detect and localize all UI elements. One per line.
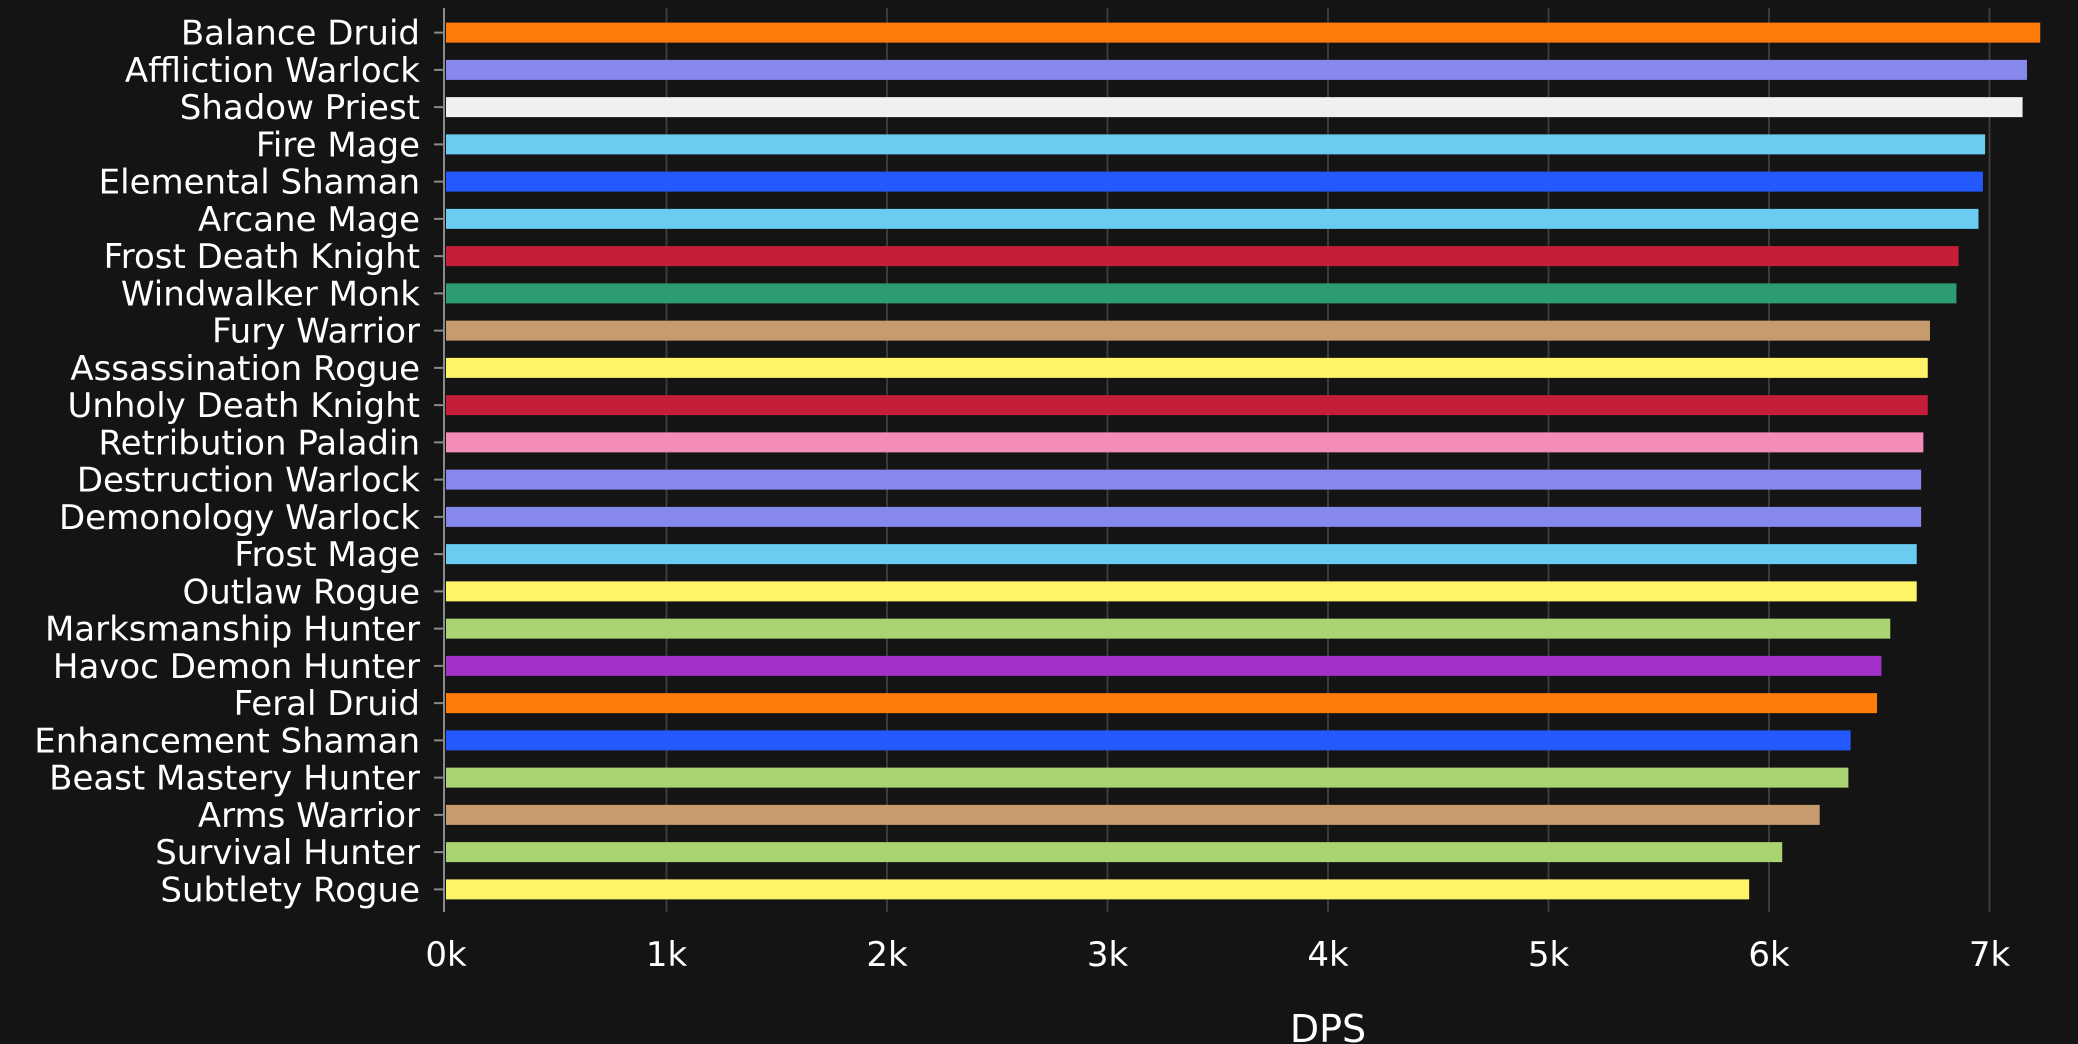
category-label-15: Outlaw Rogue [183,572,421,612]
category-label-6: Frost Death Knight [104,237,420,277]
bar-destruction-warlock [446,469,1922,490]
category-label-9: Assassination Rogue [70,349,420,389]
x-tick-label-0: 0k [425,935,467,975]
bar-assassination-rogue [446,357,1928,378]
bar-marksmanship-hunter [446,618,1891,639]
category-label-20: Beast Mastery Hunter [49,759,420,799]
bar-beast-mastery-hunter [446,767,1849,788]
bar-frost-death-knight [446,246,1959,267]
category-label-8: Fury Warrior [212,312,420,352]
x-tick-labels: 0k 1k 2k 3k 4k 5k 6k 7k [425,935,2010,975]
bar-windwalker-monk [446,283,1957,304]
x-tick-label-2: 2k [866,935,908,975]
category-label-10: Unholy Death Knight [67,386,420,426]
bar-arcane-mage [446,208,1979,229]
category-label-2: Shadow Priest [180,88,420,128]
bar-arms-warrior [446,804,1820,825]
bar-survival-hunter [446,842,1783,863]
bar-feral-druid [446,693,1878,714]
category-label-1: Affliction Warlock [125,51,420,91]
bar-demonology-warlock [446,506,1922,527]
category-label-16: Marksmanship Hunter [45,610,420,650]
category-label-21: Arms Warrior [198,796,420,836]
bar-elemental-shaman [446,171,1983,192]
x-tick-label-4: 4k [1307,935,1349,975]
category-label-14: Frost Mage [234,535,420,575]
category-label-7: Windwalker Monk [121,274,420,314]
x-tick-label-7: 7k [1969,935,2011,975]
bar-unholy-death-knight [446,395,1928,416]
x-axis-title: DPS [1290,1007,1366,1044]
axes-group [434,8,445,912]
bar-frost-mage [446,544,1917,565]
bar-fury-warrior [446,320,1930,341]
category-label-23: Subtlety Rogue [160,870,420,910]
bar-fire-mage [446,134,1986,155]
category-label-5: Arcane Mage [198,200,420,240]
bar-outlaw-rogue [446,581,1917,602]
bar-shadow-priest [446,97,2023,118]
bar-havoc-demon-hunter [446,655,1882,676]
x-tick-label-5: 5k [1528,935,1570,975]
category-label-18: Feral Druid [234,684,420,724]
category-label-11: Retribution Paladin [98,423,420,463]
bar-subtlety-rogue [446,879,1750,900]
category-label-4: Elemental Shaman [99,163,420,203]
bar-affliction-warlock [446,59,2027,80]
x-tick-label-1: 1k [646,935,688,975]
x-tick-label-3: 3k [1087,935,1129,975]
bar-balance-druid [446,22,2041,43]
category-label-22: Survival Hunter [155,833,420,873]
category-label-13: Demonology Warlock [59,498,420,538]
category-label-0: Balance Druid [181,14,420,54]
grid-lines [665,8,1991,912]
category-label-19: Enhancement Shaman [34,721,420,761]
x-tick-label-6: 6k [1748,935,1790,975]
bar-enhancement-shaman [446,730,1851,751]
bar-retribution-paladin [446,432,1924,453]
category-label-3: Fire Mage [256,125,420,165]
bars-group [446,22,2041,900]
category-label-17: Havoc Demon Hunter [53,647,420,687]
category-label-12: Destruction Warlock [77,461,420,501]
